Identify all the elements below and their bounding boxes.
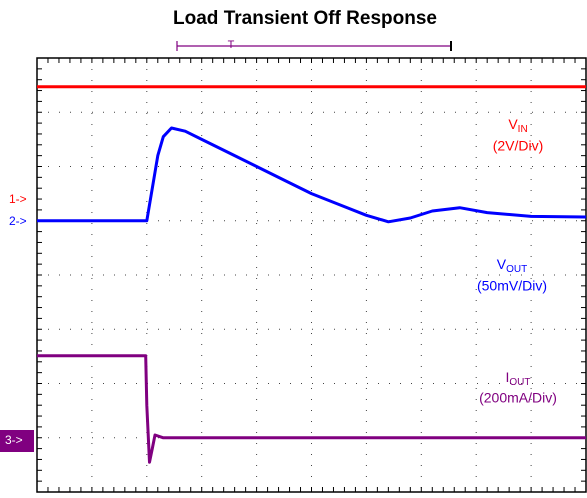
trace-label-name: I: [506, 369, 510, 385]
chart-title: Load Transient Off Response: [173, 8, 437, 29]
trace: [37, 354, 586, 464]
trace: [37, 126, 587, 224]
trace-label: VOUT: [497, 256, 527, 275]
channel-marker-box: [0, 430, 34, 452]
channel-marker: 1->: [9, 192, 27, 206]
trace-label: VIN: [508, 116, 527, 135]
trace-label-sub: OUT: [506, 264, 527, 275]
channel-marker: 2->: [9, 214, 27, 228]
channel-marker: 3->: [5, 433, 23, 447]
trigger-label: T: [228, 39, 235, 51]
trace-scale: (200mA/Div): [479, 390, 557, 406]
trace-label: IOUT: [506, 369, 531, 388]
trace-label-sub: OUT: [509, 377, 530, 388]
trace-label-name: V: [508, 116, 518, 132]
trace-scale: (2V/Div): [493, 138, 544, 154]
trace-label-name: V: [497, 256, 507, 272]
trigger-bracket: [176, 41, 452, 51]
trace-label-sub: IN: [518, 124, 528, 135]
plot-border: [36, 57, 587, 493]
trace-scale: (50mV/Div): [477, 278, 547, 294]
